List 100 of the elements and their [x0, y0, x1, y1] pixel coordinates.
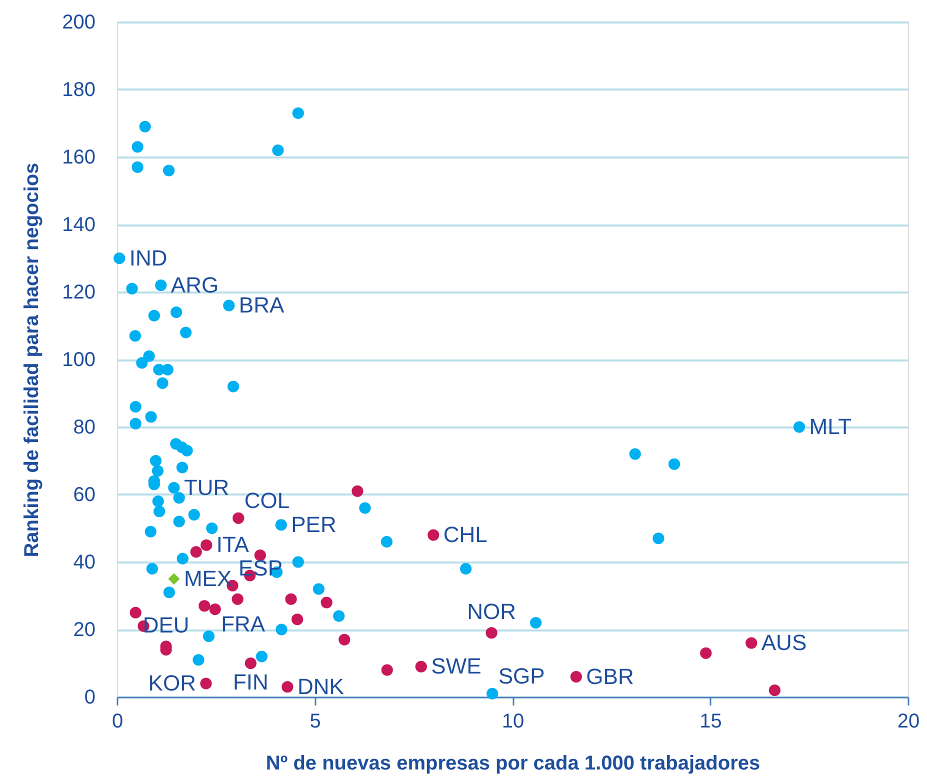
annotation: ITA	[216, 532, 250, 558]
point	[232, 593, 244, 605]
point	[139, 120, 151, 132]
point	[152, 495, 164, 508]
point	[428, 529, 440, 541]
x-tick-label: 5	[310, 710, 321, 732]
point	[150, 454, 162, 467]
y-tick-label: 40	[73, 552, 96, 574]
point	[256, 650, 268, 662]
point	[190, 546, 202, 558]
point	[312, 583, 325, 595]
annotation: DNK	[297, 674, 344, 699]
point	[132, 141, 144, 153]
point	[200, 539, 212, 551]
point	[629, 448, 641, 460]
point	[192, 654, 204, 666]
point	[700, 647, 712, 659]
point	[793, 421, 806, 433]
point	[227, 380, 240, 392]
y-tick-label: 180	[62, 79, 96, 101]
point	[415, 660, 427, 672]
point	[136, 357, 148, 369]
point	[746, 637, 758, 649]
point	[486, 627, 498, 639]
point	[768, 684, 781, 696]
point	[130, 418, 142, 430]
point	[530, 616, 542, 629]
point	[130, 400, 142, 413]
point	[292, 556, 304, 568]
point	[202, 630, 215, 642]
point	[652, 532, 664, 544]
point	[333, 610, 345, 622]
annotation: SWE	[431, 654, 482, 679]
point	[285, 593, 297, 605]
point	[155, 279, 167, 292]
point	[163, 164, 175, 176]
annotation: KOR	[148, 670, 196, 696]
point	[152, 465, 164, 477]
point	[276, 624, 288, 636]
point	[486, 688, 498, 700]
annotation: FRA	[221, 611, 266, 636]
point	[176, 552, 188, 564]
y-tick-label: 0	[84, 686, 96, 708]
point	[244, 657, 256, 670]
point	[129, 330, 141, 342]
point	[132, 161, 144, 173]
y-tick-label: 100	[62, 349, 96, 371]
point	[275, 519, 287, 531]
point	[173, 492, 185, 504]
point	[156, 377, 168, 389]
point	[114, 252, 126, 264]
y-tick-label: 80	[73, 416, 96, 438]
y-tick-label: 160	[62, 146, 96, 168]
point	[176, 462, 188, 474]
point	[181, 444, 193, 456]
annotation: ARG	[170, 272, 219, 298]
point	[381, 664, 393, 676]
point	[170, 306, 182, 318]
point	[148, 310, 160, 322]
annotation: AUS	[761, 630, 807, 655]
y-tick-label: 200	[62, 12, 96, 34]
y-tick-label: 60	[73, 484, 96, 506]
point	[146, 562, 158, 575]
point	[570, 670, 582, 683]
point	[292, 107, 304, 119]
point	[206, 522, 218, 534]
point	[272, 144, 284, 156]
point	[282, 681, 294, 693]
annotation: MEX	[184, 566, 232, 591]
annotation: PER	[291, 512, 336, 537]
x-axis-title: Nº de nuevas empresas por cada 1.000 trabajadores	[266, 752, 760, 774]
annotation: FIN	[232, 669, 268, 694]
point	[460, 562, 472, 575]
point	[352, 485, 364, 497]
point	[168, 482, 180, 494]
annotation: GBR	[586, 664, 634, 689]
annotation: ESP	[238, 556, 283, 581]
point	[144, 526, 156, 538]
point	[320, 596, 332, 608]
annotation: TUR	[184, 474, 230, 500]
point	[338, 634, 350, 646]
point	[292, 614, 304, 626]
y-tick-label: 140	[62, 214, 96, 236]
point	[380, 536, 393, 548]
y-tick-label: 20	[73, 619, 96, 641]
point	[126, 282, 138, 294]
point	[209, 603, 221, 616]
point	[359, 502, 371, 514]
annotation: BRA	[238, 292, 284, 318]
point	[198, 600, 210, 612]
point	[168, 573, 180, 585]
y-tick-label: 120	[62, 282, 96, 304]
point	[668, 458, 680, 470]
x-tick-label: 10	[502, 710, 524, 732]
annotation: IND	[129, 245, 168, 270]
point	[180, 326, 192, 338]
point	[173, 516, 185, 528]
y-axis-title: Ranking de facilidad para hacer negocios	[21, 162, 44, 558]
point	[223, 300, 235, 312]
point	[154, 506, 166, 518]
